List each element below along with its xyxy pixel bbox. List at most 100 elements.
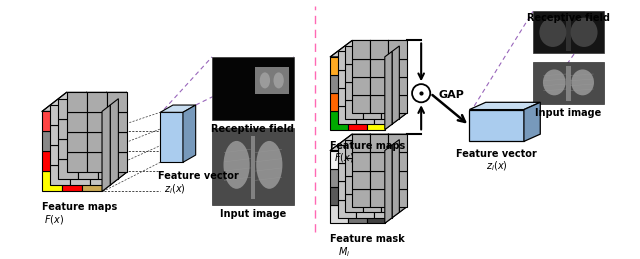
Bar xyxy=(337,181,356,200)
Bar xyxy=(374,106,392,124)
Bar xyxy=(90,105,110,125)
Bar xyxy=(348,169,367,187)
Bar xyxy=(374,145,392,163)
Bar xyxy=(86,132,107,152)
Bar xyxy=(388,77,406,95)
Bar xyxy=(58,99,78,119)
Bar xyxy=(367,150,385,169)
Bar xyxy=(250,135,255,199)
Bar xyxy=(42,152,62,171)
Bar xyxy=(67,152,86,172)
Polygon shape xyxy=(385,95,406,130)
Bar xyxy=(363,100,381,119)
Bar xyxy=(381,158,399,176)
Bar xyxy=(62,131,82,152)
Bar xyxy=(330,93,348,111)
Bar xyxy=(388,134,406,152)
Bar xyxy=(374,88,392,106)
Bar xyxy=(42,171,62,191)
Bar xyxy=(82,171,102,191)
Polygon shape xyxy=(385,170,406,205)
Bar xyxy=(82,131,102,152)
Polygon shape xyxy=(102,152,127,191)
Polygon shape xyxy=(183,105,196,162)
Bar xyxy=(62,171,82,191)
Bar xyxy=(367,169,385,187)
Bar xyxy=(363,46,381,64)
Bar xyxy=(82,111,102,131)
Bar xyxy=(381,194,399,212)
Bar xyxy=(363,140,381,158)
Text: Input image: Input image xyxy=(535,108,602,118)
Bar xyxy=(371,134,388,152)
Bar xyxy=(374,70,392,88)
Polygon shape xyxy=(348,40,388,57)
Bar xyxy=(62,111,82,131)
Bar xyxy=(363,64,381,82)
Bar xyxy=(107,92,127,112)
Bar xyxy=(356,88,374,106)
Bar xyxy=(107,132,127,152)
Bar xyxy=(388,40,406,59)
Bar xyxy=(86,92,107,112)
Polygon shape xyxy=(392,46,399,124)
Ellipse shape xyxy=(540,18,566,47)
Polygon shape xyxy=(385,51,392,130)
Bar xyxy=(78,119,99,139)
Text: Feature maps: Feature maps xyxy=(330,140,406,150)
Bar xyxy=(67,132,86,152)
Bar xyxy=(345,82,363,100)
Text: $F(x)$: $F(x)$ xyxy=(334,152,354,164)
Bar xyxy=(90,165,110,185)
Bar xyxy=(371,170,388,189)
Bar xyxy=(90,145,110,165)
Bar xyxy=(337,145,356,163)
Polygon shape xyxy=(330,134,371,150)
Polygon shape xyxy=(42,92,86,111)
Bar xyxy=(381,64,399,82)
Bar xyxy=(345,100,363,119)
Bar xyxy=(78,139,99,159)
Bar xyxy=(345,194,363,212)
Bar xyxy=(566,16,572,51)
Bar xyxy=(371,59,388,77)
Bar xyxy=(381,176,399,194)
Bar xyxy=(348,75,367,93)
Bar xyxy=(337,88,356,106)
Polygon shape xyxy=(102,132,127,171)
Polygon shape xyxy=(385,77,406,111)
Bar xyxy=(381,100,399,119)
Text: Feature maps: Feature maps xyxy=(42,202,117,212)
Text: GAP: GAP xyxy=(438,90,465,100)
Bar xyxy=(337,51,356,70)
Bar xyxy=(363,194,381,212)
Bar xyxy=(78,159,99,179)
Polygon shape xyxy=(62,92,107,111)
Polygon shape xyxy=(118,92,127,179)
Polygon shape xyxy=(469,102,540,110)
Bar xyxy=(348,111,367,130)
Polygon shape xyxy=(385,40,406,75)
Bar xyxy=(330,187,348,205)
Polygon shape xyxy=(367,134,406,150)
Bar xyxy=(356,51,374,70)
Bar xyxy=(330,205,348,223)
Bar xyxy=(58,139,78,159)
Polygon shape xyxy=(110,99,118,185)
Bar xyxy=(374,200,392,218)
Bar xyxy=(356,200,374,218)
Bar xyxy=(160,112,183,162)
Bar xyxy=(70,105,90,125)
Bar xyxy=(70,165,90,185)
Ellipse shape xyxy=(260,72,270,88)
Bar xyxy=(363,158,381,176)
Bar xyxy=(348,93,367,111)
Bar xyxy=(99,159,118,179)
Bar xyxy=(367,93,385,111)
Polygon shape xyxy=(385,145,392,223)
Text: Feature vector: Feature vector xyxy=(158,171,239,181)
Bar xyxy=(330,57,348,75)
Text: Input image: Input image xyxy=(220,209,286,219)
Bar xyxy=(371,40,388,59)
Bar xyxy=(469,110,524,141)
